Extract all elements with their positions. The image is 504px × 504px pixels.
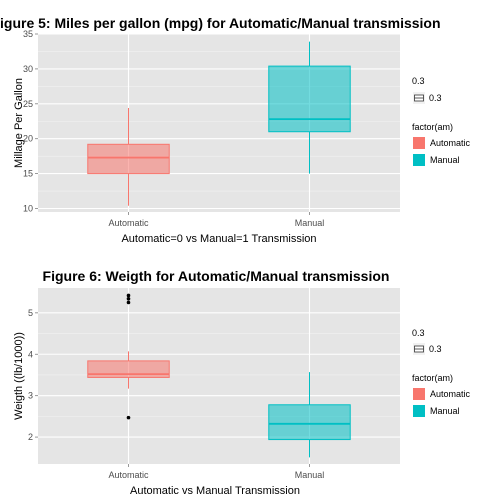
y-tick-label: 2	[28, 432, 33, 442]
y-tick-label: 15	[23, 169, 33, 179]
box-automatic	[87, 107, 170, 206]
box-manual	[268, 41, 351, 174]
box-marks	[87, 293, 351, 458]
legend: 0.3 0.3 factor(am) Automatic Manual	[412, 76, 471, 166]
y-tick-label: 3	[28, 391, 33, 401]
chart-mpg: Figure 5: Miles per gallon (mpg) for Aut…	[0, 15, 471, 245]
legend-label-automatic: Automatic	[430, 138, 471, 148]
chart-weight: Figure 6: Weigth for Automatic/Manual tr…	[13, 268, 471, 497]
legend-label-automatic: Automatic	[430, 389, 471, 399]
legend-size-title: 0.3	[412, 76, 425, 86]
box-manual	[268, 372, 351, 458]
y-tick-label: 35	[23, 29, 33, 39]
y-tick-label: 25	[23, 99, 33, 109]
x-tick-label: Automatic	[108, 470, 149, 480]
x-tick-label: Manual	[295, 218, 325, 228]
x-tick-label: Automatic	[108, 218, 149, 228]
box-automatic	[87, 293, 170, 420]
y-tick-label: 5	[28, 308, 33, 318]
x-axis-label: Automatic vs Manual Transmission	[130, 485, 300, 497]
legend-size-label: 0.3	[429, 93, 442, 103]
outlier-point	[126, 296, 131, 301]
legend-swatch-automatic	[413, 137, 425, 149]
axis-ticks: 2 3 4 5 Automatic Manual	[28, 308, 324, 480]
y-tick-label: 10	[23, 204, 33, 214]
axis-ticks: 10 15 20 25 30 35 Automatic Manual	[23, 29, 324, 228]
legend-label-manual: Manual	[430, 406, 460, 416]
y-axis-label: Millage Per Gallon	[13, 78, 25, 168]
legend: 0.3 0.3 factor(am) Automatic Manual	[412, 328, 471, 417]
iqr-box	[268, 404, 351, 441]
legend-fill-title: factor(am)	[412, 373, 453, 383]
chart-title: Figure 5: Miles per gallon (mpg) for Aut…	[0, 15, 441, 31]
legend-swatch-manual	[413, 405, 425, 417]
y-axis-label: Weigth ((lb/1000))	[13, 332, 25, 420]
legend-fill-title: factor(am)	[412, 122, 453, 132]
legend-size-label: 0.3	[429, 344, 442, 354]
x-axis-label: Automatic=0 vs Manual=1 Transmission	[121, 233, 316, 245]
outlier-point	[126, 300, 131, 305]
iqr-box	[87, 143, 170, 175]
iqr-box	[268, 65, 351, 133]
y-tick-label: 30	[23, 64, 33, 74]
legend-swatch-manual	[413, 154, 425, 166]
legend-label-manual: Manual	[430, 155, 460, 165]
legend-size-title: 0.3	[412, 328, 425, 338]
box-marks	[87, 41, 351, 206]
outlier-point	[126, 293, 131, 298]
y-tick-label: 20	[23, 134, 33, 144]
chart-title: Figure 6: Weigth for Automatic/Manual tr…	[43, 268, 390, 284]
y-tick-label: 4	[28, 349, 33, 359]
outlier-point	[126, 415, 131, 420]
x-tick-label: Manual	[295, 470, 325, 480]
legend-swatch-automatic	[413, 388, 425, 400]
